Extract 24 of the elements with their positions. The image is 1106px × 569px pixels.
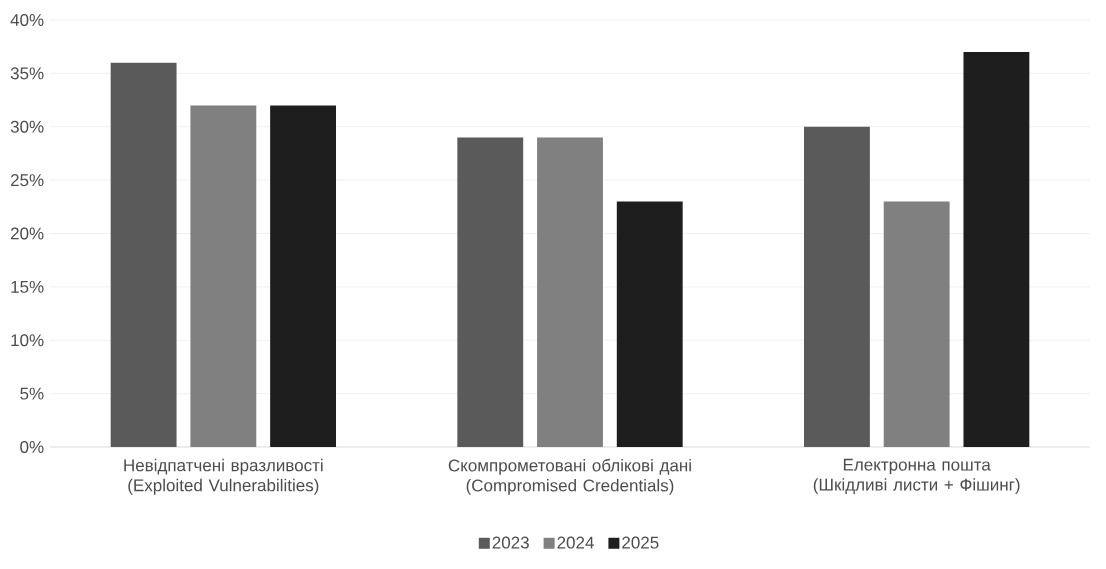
bar bbox=[616, 201, 683, 447]
legend-label: 2023 bbox=[492, 536, 529, 549]
x-tick-label: Скомпрометовані облікові дані (Compromised Credentials) bbox=[448, 458, 691, 495]
bar bbox=[110, 62, 177, 447]
bar bbox=[270, 105, 337, 447]
bar bbox=[537, 137, 603, 447]
x-tick-label: Електронна пошта (Шкідливі листи + Фішинг) bbox=[813, 458, 1020, 495]
legend-label: 2024 bbox=[557, 536, 594, 549]
bar bbox=[457, 137, 524, 447]
y-tick-label: 5% bbox=[20, 387, 44, 400]
y-tick-label: 25% bbox=[10, 174, 44, 187]
y-tick-label: 30% bbox=[10, 120, 44, 133]
bar bbox=[963, 52, 1030, 447]
y-tick-label: 35% bbox=[10, 67, 44, 80]
bar bbox=[190, 105, 257, 447]
bar bbox=[804, 126, 870, 447]
y-tick-label: 15% bbox=[11, 280, 44, 293]
x-tick-label: Невідпатчені вразливості (Exploited Vulnerabilities) bbox=[124, 458, 323, 495]
bar bbox=[883, 201, 950, 447]
y-tick-label: 20% bbox=[10, 227, 44, 240]
y-tick-label: 0% bbox=[20, 440, 44, 454]
y-tick-label: 10% bbox=[11, 334, 44, 347]
legend-label: 2025 bbox=[622, 536, 659, 549]
y-tick-label: 40% bbox=[10, 13, 44, 27]
